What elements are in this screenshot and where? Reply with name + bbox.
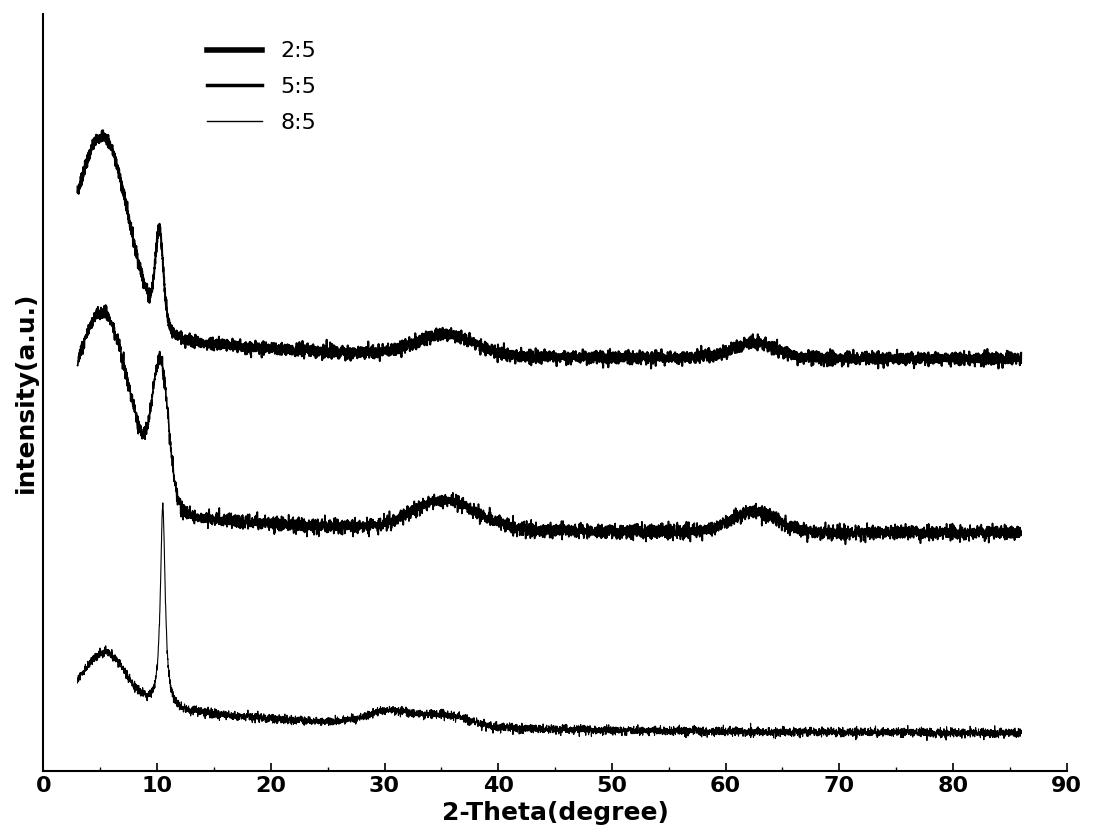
Line: 8:5: 8:5 xyxy=(78,503,1021,741)
2:5 xyxy=(290,347,304,357)
5:5 xyxy=(300,518,313,528)
8:5 xyxy=(1015,726,1028,736)
Line: 5:5: 5:5 xyxy=(78,305,1021,545)
5:5 xyxy=(838,539,852,550)
5:5 xyxy=(1015,527,1028,537)
Y-axis label: intensity(a.u.): intensity(a.u.) xyxy=(14,292,38,493)
8:5 xyxy=(290,717,304,727)
2:5 xyxy=(96,125,110,135)
2:5 xyxy=(295,352,308,362)
8:5 xyxy=(157,498,170,508)
8:5 xyxy=(494,720,507,730)
8:5 xyxy=(71,678,84,688)
5:5 xyxy=(290,521,304,531)
8:5 xyxy=(921,736,934,746)
5:5 xyxy=(71,361,84,371)
2:5 xyxy=(494,347,507,357)
2:5 xyxy=(426,335,439,345)
2:5 xyxy=(1007,354,1020,364)
5:5 xyxy=(1007,529,1020,539)
8:5 xyxy=(295,713,308,723)
8:5 xyxy=(1007,726,1020,736)
8:5 xyxy=(300,717,313,727)
5:5 xyxy=(295,521,308,531)
Legend: 2:5, 5:5, 8:5: 2:5, 5:5, 8:5 xyxy=(197,33,324,142)
2:5 xyxy=(71,182,84,192)
2:5 xyxy=(300,342,313,352)
5:5 xyxy=(494,517,507,527)
2:5 xyxy=(1015,348,1028,358)
2:5 xyxy=(992,363,1005,373)
5:5 xyxy=(99,300,112,310)
X-axis label: 2-Theta(degree): 2-Theta(degree) xyxy=(442,801,669,825)
5:5 xyxy=(426,494,439,504)
Line: 2:5: 2:5 xyxy=(78,130,1021,368)
8:5 xyxy=(426,708,439,718)
